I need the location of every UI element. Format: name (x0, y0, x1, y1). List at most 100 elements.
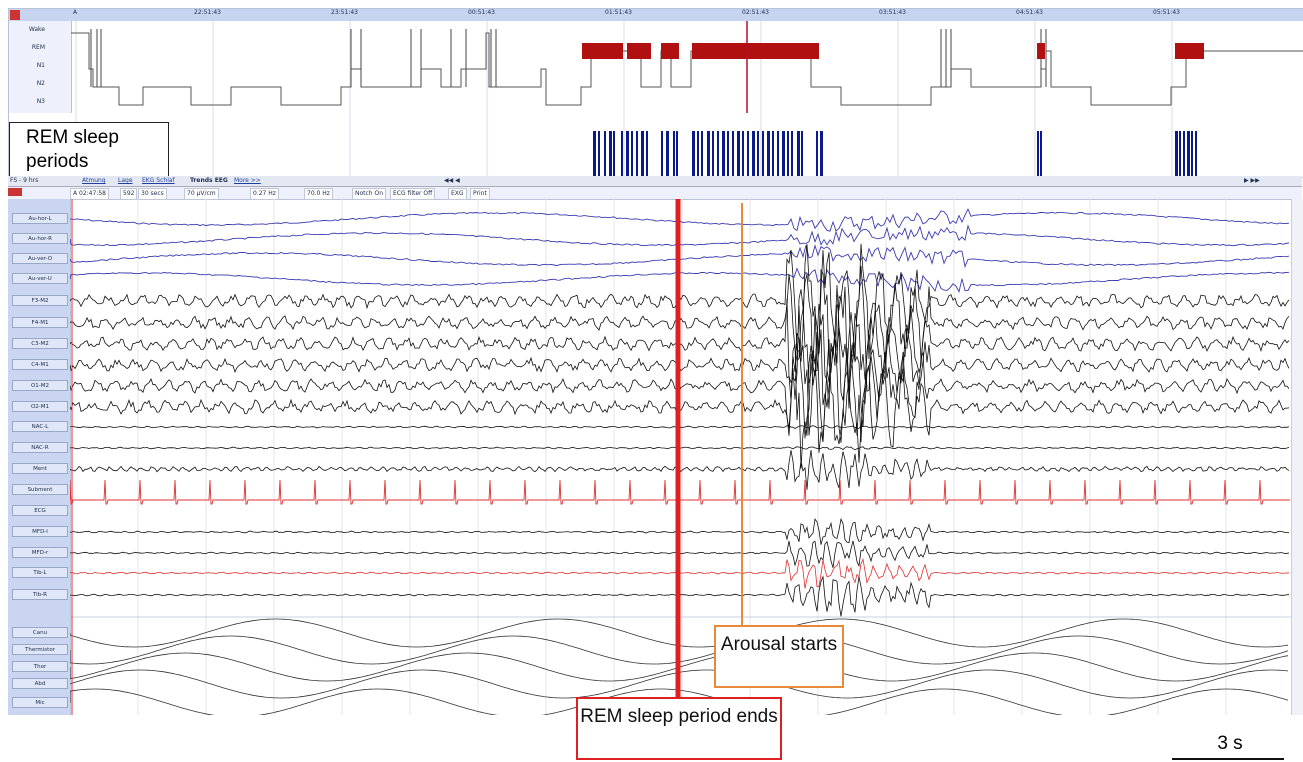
channel-label-f3-m2[interactable]: F3-M2 (12, 295, 68, 306)
rem-period-bar (641, 131, 644, 177)
low-filter-select[interactable]: 0.27 Hz (250, 188, 279, 200)
channel-label-abd[interactable]: Abd (12, 678, 68, 689)
duration-select[interactable]: 30 secs (138, 188, 167, 200)
print-button[interactable]: Print (470, 188, 490, 200)
notch-toggle[interactable]: Notch On (352, 188, 387, 200)
fs-label[interactable]: FS - 9 hrs (10, 177, 39, 184)
rem-period-bar (621, 131, 623, 177)
arousal-starts-label: Arousal starts (714, 625, 844, 688)
channel-label-o2-m1[interactable]: O2-M1 (12, 401, 68, 412)
time-label: 00:51:43 (468, 9, 495, 16)
rem-period-bar (1191, 131, 1193, 177)
rem-period-bar (593, 131, 596, 177)
control-bar: A 02:47:58 592 30 secs 70 µV/cm 0.27 Hz … (8, 187, 1302, 200)
channel-label-canu[interactable]: Canu (12, 627, 68, 638)
rem-block (627, 43, 651, 59)
channel-label-ecg[interactable]: ECG (12, 505, 68, 516)
rem-period-bar (604, 131, 606, 177)
hypnogram-panel: A 22:51:43 23:51:43 00:51:43 01:51:43 02… (8, 8, 1303, 179)
tab-more[interactable]: More >> (234, 177, 261, 184)
rem-period-bar (757, 131, 759, 177)
stage-n3-label: N3 (36, 98, 45, 105)
rem-block (692, 43, 819, 59)
rem-period-bar (791, 131, 793, 177)
rem-period-bar (742, 131, 744, 177)
hypnogram-time-bar: A 22:51:43 23:51:43 00:51:43 01:51:43 02… (9, 9, 1303, 21)
channel-label-ment[interactable]: Ment (12, 463, 68, 474)
channel-label-thermistor[interactable]: Thermistor (12, 644, 68, 655)
rem-period-bar (747, 131, 749, 177)
rem-periods-plot (75, 113, 1197, 177)
tab-ekg-schlaf[interactable]: EKG Schlaf (142, 177, 175, 184)
rem-period-bar (1183, 131, 1185, 177)
time-scale-label: 3 s (1217, 733, 1243, 754)
tab-atmung[interactable]: Atmung (82, 177, 106, 184)
rem-period-bar (772, 131, 774, 177)
ecg-filter-toggle[interactable]: ECG filter Off (390, 188, 436, 200)
time-label: 02:51:43 (742, 9, 769, 16)
rem-period-bar (762, 131, 764, 177)
stage-rem-label: REM (31, 44, 45, 51)
channel-label-c3-m2[interactable]: C3-M2 (12, 338, 68, 349)
rem-period-bar (801, 131, 803, 177)
rem-period-bar (820, 131, 823, 177)
rem-period-bar (1175, 131, 1178, 177)
exg-button[interactable]: EXG (448, 188, 467, 200)
time-scale-bar (1172, 758, 1284, 760)
rem-period-bar (626, 131, 629, 177)
scroll-right-icon[interactable]: ▶ ▶▶ (1244, 177, 1260, 184)
view-tab-bar: FS - 9 hrs Atmung Lage EKG Schlaf Trends… (8, 176, 1302, 187)
hypnogram-tab-letter: A (73, 9, 78, 16)
record-icon[interactable] (8, 188, 22, 196)
channel-label-nac-l[interactable]: NAC-L (12, 421, 68, 432)
signal-traces[interactable] (70, 199, 1291, 715)
channel-label-mfd-l[interactable]: MFD-l (12, 526, 68, 537)
channel-label-c4-m1[interactable]: C4-M1 (12, 359, 68, 370)
rem-period-bar (737, 131, 740, 177)
rem-block (661, 43, 679, 59)
channel-label-au-ver-u[interactable]: Au-ver-U (12, 273, 68, 284)
tab-lage[interactable]: Lage (118, 177, 133, 184)
rem-period-bar (646, 131, 648, 177)
rem-period-bar (1179, 131, 1181, 177)
rem-period-bar (692, 131, 695, 177)
rem-period-bar (701, 131, 703, 177)
position-field[interactable]: A 02:47:58 (70, 188, 109, 200)
channel-label-o1-m2[interactable]: O1-M2 (12, 380, 68, 391)
rem-period-bar (1187, 131, 1190, 177)
rem-period-bar (777, 131, 779, 177)
channel-label-nac-r[interactable]: NAC-R (12, 442, 68, 453)
rem-period-bar (732, 131, 734, 177)
time-label: 03:51:43 (879, 9, 906, 16)
channel-label-f4-m1[interactable]: F4-M1 (12, 317, 68, 328)
channel-label-au-ver-o[interactable]: Au-ver-O (12, 253, 68, 264)
rem-period-bar (752, 131, 755, 177)
channel-label-tib-r[interactable]: Tib-R (12, 589, 68, 600)
rem-period-ends-label: REM sleep period ends (576, 697, 782, 760)
rem-period-bar (609, 131, 612, 177)
rem-period-bar (697, 131, 699, 177)
epoch-field[interactable]: 592 (120, 188, 138, 200)
vertical-scrollbar[interactable] (1291, 199, 1303, 715)
rem-period-bar (712, 131, 714, 177)
channel-label-mic[interactable]: Mic (12, 697, 68, 708)
scroll-left-icon[interactable]: ◀◀ ◀ (444, 177, 460, 184)
sensitivity-select[interactable]: 70 µV/cm (184, 188, 219, 200)
channel-label-mfd-r[interactable]: MFD-r (12, 547, 68, 558)
channel-label-au-hor-r[interactable]: Au-hor-R (12, 233, 68, 244)
high-filter-select[interactable]: 70.0 Hz (304, 188, 333, 200)
hypnogram-plot[interactable] (71, 21, 1303, 113)
rem-period-bar (1040, 131, 1042, 177)
channel-label-subment[interactable]: Subment (12, 484, 68, 495)
channel-label-tib-l[interactable]: Tib-L (12, 567, 68, 578)
rem-period-bar (767, 131, 770, 177)
channel-label-column: Au-hor-L Au-hor-R Au-ver-O Au-ver-U F3-M2 F4-… (8, 199, 71, 715)
rem-period-bar (1195, 131, 1197, 177)
channel-label-au-hor-l[interactable]: Au-hor-L (12, 213, 68, 224)
rem-period-bar (631, 131, 633, 177)
rem-sleep-periods-label: REM sleep periods (9, 122, 169, 179)
channel-label-thor[interactable]: Thor (12, 661, 68, 672)
stage-n2-label: N2 (36, 80, 45, 87)
record-icon[interactable] (10, 10, 20, 20)
tab-trends-eeg[interactable]: Trends EEG (190, 177, 228, 184)
